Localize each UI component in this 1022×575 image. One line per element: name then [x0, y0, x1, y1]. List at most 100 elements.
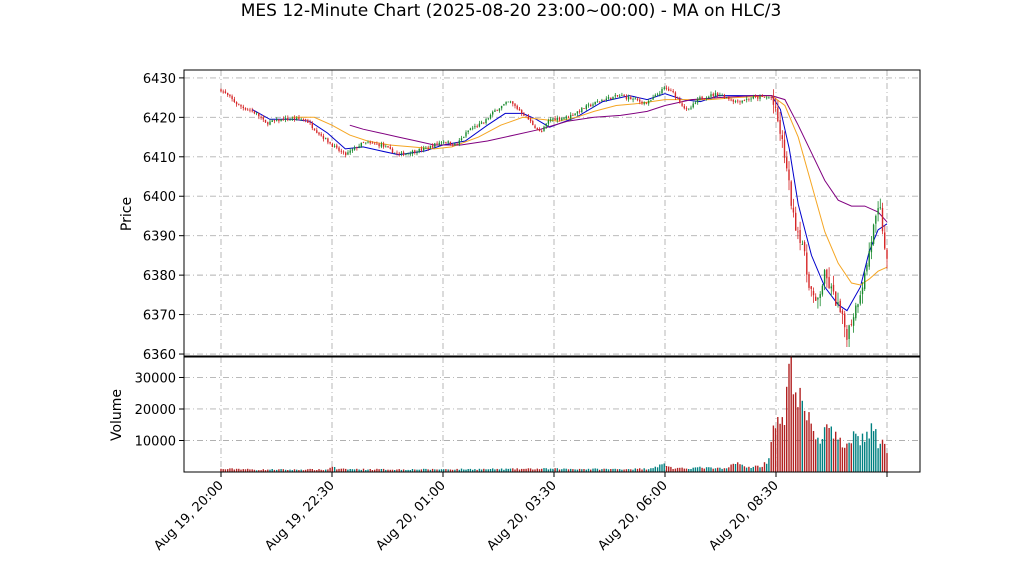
volume-bar [529, 468, 532, 472]
candle-body [407, 153, 409, 154]
candle-body [683, 106, 685, 109]
volume-bar [643, 468, 645, 472]
candle-body [737, 100, 739, 102]
volume-bar [469, 468, 472, 472]
volume-bar [331, 466, 333, 472]
volume-bar [766, 463, 768, 472]
volume-bar [389, 469, 391, 472]
candle-body [587, 104, 590, 106]
candle-body [400, 152, 403, 154]
candle-body [316, 130, 318, 133]
candle-body [222, 91, 224, 93]
volume-bar [817, 437, 819, 472]
candle-body [287, 117, 289, 121]
volume-bar [699, 466, 701, 472]
volume-bar [797, 407, 799, 472]
volume-bar [857, 436, 859, 472]
candle-body [641, 101, 643, 104]
candle-body [619, 95, 621, 97]
candle-body [534, 125, 536, 129]
candle-body [391, 148, 394, 153]
volume-bar [304, 469, 307, 472]
candle-body [451, 144, 454, 146]
candle-body [496, 109, 498, 111]
candle-body [465, 132, 467, 137]
candle-body [552, 118, 554, 120]
volume-bar [781, 417, 783, 472]
volume-bar [425, 468, 427, 472]
volume-bar [790, 356, 792, 472]
volume-bar [578, 468, 581, 472]
volume-bar [407, 469, 409, 472]
candle-body [855, 305, 857, 319]
volume-bar [565, 468, 567, 472]
candle-body [592, 104, 594, 106]
candle-body [710, 94, 712, 97]
candle-body [699, 97, 701, 100]
volume-bar [690, 469, 692, 472]
volume-bar [349, 469, 351, 472]
volume-bar [835, 431, 837, 472]
candle-body [456, 143, 458, 145]
price-tick-label: 6360 [143, 348, 176, 363]
volume-bar [427, 469, 429, 472]
candle-body [881, 208, 884, 232]
candle-body [581, 107, 583, 113]
candle-body [398, 153, 400, 155]
candle-body [870, 242, 873, 253]
candle-body [714, 93, 717, 97]
volume-bar [429, 469, 432, 472]
candle-body [358, 146, 360, 148]
volume-bar [627, 469, 630, 472]
volume-bar [282, 469, 284, 472]
volume-bar [251, 469, 253, 472]
volume-bar [443, 469, 445, 472]
candle-body [525, 115, 527, 117]
volume-bar [630, 469, 632, 472]
volume-panel-frame [183, 356, 921, 473]
volume-bar [353, 469, 356, 472]
candle-body [541, 131, 543, 132]
candle-body [523, 113, 525, 116]
price-tick-label: 6370 [143, 309, 176, 324]
volume-bar [621, 469, 623, 472]
candle-body [429, 145, 432, 149]
volume-bar [812, 431, 815, 472]
volume-bar [480, 469, 483, 472]
candle-body [374, 143, 376, 145]
volume-bar [222, 469, 224, 472]
volume-bar [732, 463, 734, 472]
volume-bar [293, 469, 296, 472]
candle-body [396, 152, 398, 154]
candle-body [879, 207, 881, 209]
candle-body [610, 97, 612, 100]
volume-bar [264, 470, 267, 472]
candle-body [443, 141, 445, 143]
volume-bar [598, 469, 601, 472]
volume-bar [496, 468, 498, 472]
volume-bar [788, 363, 790, 472]
volume-bar [723, 468, 726, 472]
candle-body [752, 96, 754, 99]
candle-body [781, 135, 783, 139]
x-tick-label: Aug 19, 20:00 [151, 478, 227, 554]
volume-bar [661, 464, 663, 472]
candle-body [356, 147, 358, 149]
candle-body [255, 112, 258, 114]
candle-body [723, 94, 726, 98]
volume-bar [458, 469, 460, 472]
volume-bar [309, 468, 311, 472]
volume-axis-label: Volume [109, 389, 125, 441]
candle-body [846, 329, 848, 340]
volume-bar [844, 447, 846, 472]
candle-body [529, 119, 532, 122]
candle-body [514, 103, 516, 106]
candle-body [349, 150, 351, 153]
volume-bar [692, 467, 694, 472]
volume-bar [739, 464, 741, 472]
candle-body [472, 127, 474, 129]
volume-bar [374, 469, 376, 472]
volume-bar [694, 467, 697, 472]
candle-body [639, 99, 641, 102]
candle-body [857, 304, 859, 308]
